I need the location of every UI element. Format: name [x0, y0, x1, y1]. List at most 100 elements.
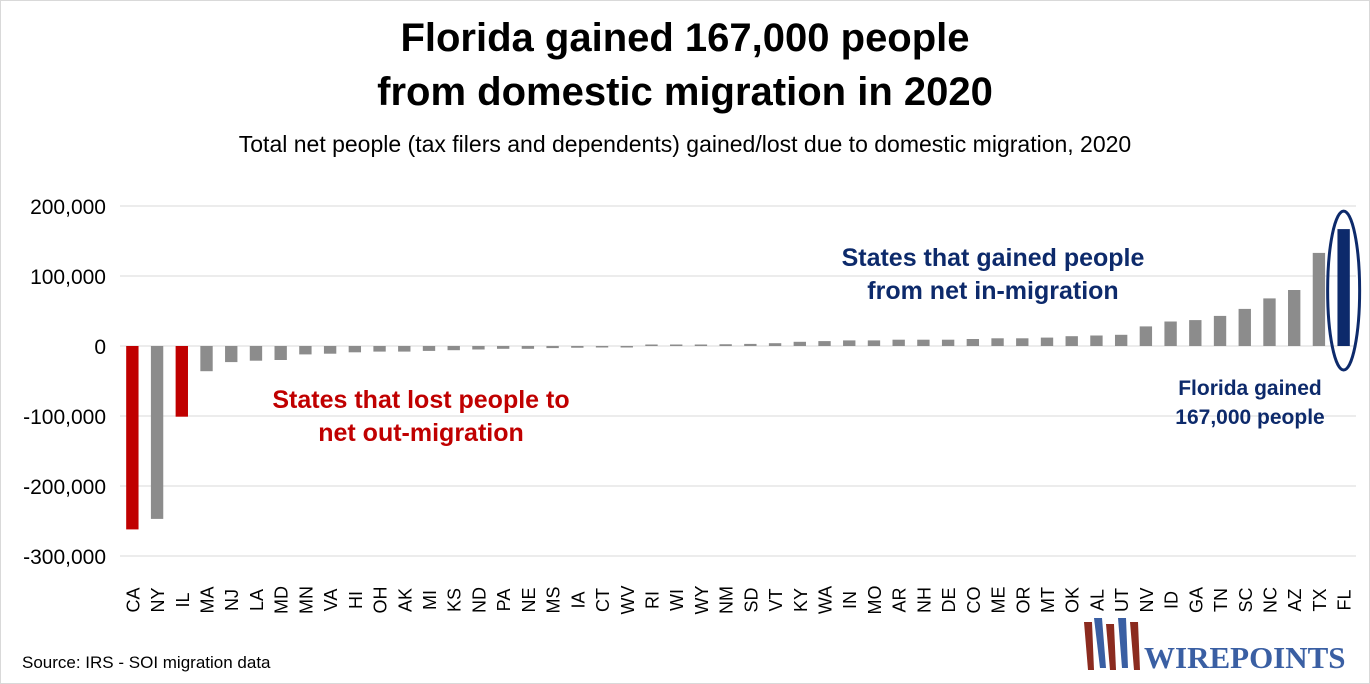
x-tick-label: LA [247, 589, 267, 611]
chart-title-line-1: Florida gained 167,000 people [400, 16, 970, 60]
bar-sc [1238, 308, 1251, 346]
florida-highlight-ellipse [1326, 209, 1362, 372]
y-tick-label: 0 [94, 336, 106, 359]
x-tick-label: MN [296, 586, 316, 614]
y-axis-tick-labels: 200,000 100,000 0 -100,000 -200,000 -300,000 [23, 196, 106, 569]
chart-title-line-2: from domestic migration in 2020 [377, 70, 993, 114]
x-tick-label: CO [964, 587, 984, 614]
x-tick-label: IN [840, 591, 860, 609]
bar-va [323, 346, 337, 354]
bar-nh [917, 339, 930, 346]
x-tick-label: VA [321, 589, 341, 612]
bar-tn [1213, 315, 1227, 346]
bar-or [1016, 338, 1029, 346]
bar-ky [793, 341, 806, 346]
bar-hi [348, 346, 362, 353]
bars [126, 229, 1350, 530]
bar-la [249, 346, 263, 361]
bar-md [274, 346, 287, 360]
y-tick-label: 200,000 [30, 196, 106, 219]
x-tick-label: RI [642, 591, 662, 609]
x-tick-label: TN [1211, 588, 1231, 612]
x-tick-label: AK [395, 588, 415, 612]
x-axis-tick-labels: CA NY IL MA NJ LA MD MN VA HI OH AK MI KS ND PA NE MS IA CT… [123, 586, 1354, 615]
bar-az [1288, 290, 1301, 346]
bar-ri [645, 344, 658, 346]
source-note: Source: IRS - SOI migration data [22, 653, 271, 672]
x-tick-label: IA [568, 591, 588, 608]
x-tick-label: SC [1236, 587, 1256, 612]
x-tick-label: WA [816, 586, 836, 614]
x-tick-label: UT [1112, 588, 1132, 612]
x-tick-label: NV [1137, 587, 1157, 612]
x-tick-label: CA [123, 587, 143, 612]
bar-wv [620, 346, 633, 348]
x-tick-label: PA [494, 589, 514, 612]
x-tick-label: TX [1310, 588, 1330, 611]
bar-vt [768, 343, 782, 346]
x-tick-label: MO [865, 586, 885, 615]
x-tick-label: ND [469, 587, 489, 613]
x-tick-label: CT [593, 588, 613, 612]
bar-sd [744, 343, 757, 346]
bar-mi [422, 346, 436, 351]
bar-wa [818, 341, 831, 346]
wirepoints-logo: WIREPOINTS [1084, 618, 1346, 675]
x-tick-label: MS [544, 587, 564, 614]
x-tick-label: WV [618, 586, 638, 615]
x-tick-label: MI [420, 590, 440, 610]
bar-oh [373, 346, 386, 352]
bar-wy [694, 344, 708, 346]
annotation-loss-line-2: net out-migration [318, 419, 524, 447]
bar-ga [1189, 320, 1202, 346]
bar-ok [1065, 336, 1078, 346]
bar-ca [126, 346, 139, 530]
x-tick-label: AZ [1285, 588, 1305, 611]
y-tick-label: -300,000 [23, 546, 106, 569]
x-tick-label: OR [1013, 586, 1033, 613]
x-tick-label: IL [173, 592, 193, 607]
x-tick-label: MD [272, 586, 292, 614]
x-tick-label: OH [371, 587, 391, 614]
annotations: States that lost people to net out-migra… [272, 244, 1324, 447]
logo-wordmark: WIREPOINTS [1144, 640, 1346, 675]
x-tick-label: NE [519, 587, 539, 612]
bar-nd [472, 346, 485, 350]
x-tick-label: NC [1260, 587, 1280, 613]
annotation-florida-line-1: Florida gained [1178, 377, 1322, 400]
bar-in [843, 340, 856, 346]
bar-mo [867, 340, 881, 346]
x-tick-label: WI [667, 589, 687, 611]
grid-lines [120, 205, 1356, 557]
x-tick-label: AR [890, 587, 910, 612]
bar-co [966, 339, 980, 346]
annotation-florida-line-2: 167,000 people [1175, 406, 1324, 429]
y-tick-label: -100,000 [23, 406, 106, 429]
bar-nc [1263, 298, 1276, 346]
bar-nj [225, 346, 238, 363]
x-tick-label: SD [741, 587, 761, 612]
bar-mt [1040, 337, 1054, 346]
bar-ma [200, 346, 213, 372]
bar-ms [546, 346, 559, 349]
x-tick-label: OK [1063, 587, 1083, 613]
annotation-gain-line-2: from net in-migration [867, 277, 1118, 305]
y-tick-label: -200,000 [23, 476, 106, 499]
x-tick-label: FL [1335, 589, 1355, 610]
bar-ut [1114, 334, 1128, 346]
x-tick-label: GA [1186, 587, 1206, 613]
x-tick-label: NM [717, 586, 737, 614]
bar-ny [150, 346, 164, 519]
x-tick-label: NJ [222, 589, 242, 611]
chart-subtitle: Total net people (tax filers and depende… [238, 131, 1132, 157]
x-tick-label: VT [766, 588, 786, 611]
bar-ak [398, 346, 411, 352]
x-tick-label: KS [445, 588, 465, 612]
x-tick-label: NY [148, 587, 168, 612]
x-tick-label: NH [914, 587, 934, 613]
bar-al [1090, 335, 1103, 346]
bar-ct [595, 346, 609, 348]
x-tick-label: KY [791, 588, 811, 612]
x-tick-label: DE [939, 587, 959, 612]
bar-mn [299, 346, 312, 355]
